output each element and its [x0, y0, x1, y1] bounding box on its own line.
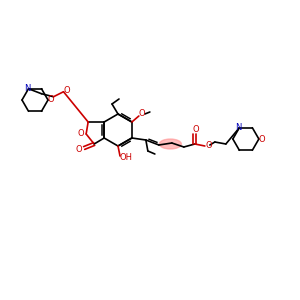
Text: O: O — [259, 134, 265, 143]
Text: O: O — [48, 95, 54, 104]
Text: N: N — [235, 123, 242, 132]
Text: OH: OH — [119, 154, 133, 163]
Text: O: O — [139, 110, 145, 118]
Ellipse shape — [159, 139, 182, 149]
Text: O: O — [78, 128, 85, 137]
Text: O: O — [206, 142, 212, 151]
Text: N: N — [24, 84, 31, 93]
Text: O: O — [193, 124, 199, 134]
Text: O: O — [63, 86, 70, 95]
Text: O: O — [76, 145, 83, 154]
